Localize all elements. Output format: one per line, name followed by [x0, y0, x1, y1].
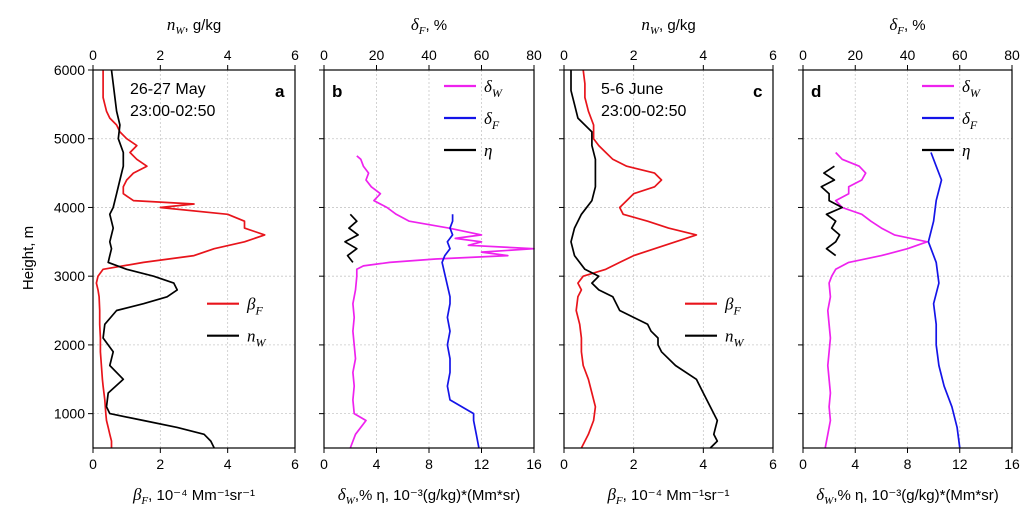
legend-label: δF — [962, 109, 978, 132]
top-tick-label: 2 — [630, 47, 638, 63]
top-tick-label: 80 — [1004, 47, 1020, 63]
top-axis-label: nW, g/kg — [167, 15, 221, 37]
top-tick-label: 4 — [224, 47, 232, 63]
y-tick-label: 5000 — [54, 131, 85, 147]
legend-label: δW — [962, 77, 981, 100]
top-tick-label: 6 — [291, 47, 299, 63]
bottom-axis-label: δW,% η, 10⁻³(g/kg)*(Mm*sr) — [338, 485, 521, 507]
bottom-axis-label: βF, 10⁻⁴ Mm⁻¹sr⁻¹ — [132, 485, 255, 507]
y-tick-label: 1000 — [54, 406, 85, 422]
legend-label: nW — [725, 327, 745, 350]
x-tick-label: 8 — [425, 456, 433, 472]
top-axis-label: nW, g/kg — [641, 15, 695, 37]
y-tick-label: 6000 — [54, 62, 85, 78]
date-annotation: 26-27 May — [130, 81, 206, 98]
panel-label: a — [275, 82, 285, 101]
panel-label: c — [753, 82, 762, 101]
top-tick-label: 4 — [699, 47, 707, 63]
x-tick-label: 12 — [474, 456, 490, 472]
x-tick-label: 0 — [89, 456, 97, 472]
series-line-delta-f — [441, 214, 480, 449]
top-tick-label: 80 — [526, 47, 542, 63]
y-axis-label: Height, m — [20, 226, 37, 290]
x-tick-label: 4 — [224, 456, 232, 472]
y-tick-label: 2000 — [54, 337, 85, 353]
series-line-beta-f — [575, 69, 698, 449]
plot-frame — [92, 69, 296, 449]
date-annotation: 23:00-02:50 — [130, 103, 216, 120]
x-tick-label: 4 — [373, 456, 381, 472]
panel-label: b — [332, 82, 342, 101]
x-tick-label: 2 — [630, 456, 638, 472]
x-tick-label: 6 — [291, 456, 299, 472]
legend: βF nW — [207, 295, 267, 350]
legend: βF nW — [685, 295, 745, 350]
y-tick-label: 4000 — [54, 199, 85, 215]
series-line-eta — [820, 165, 844, 257]
top-tick-label: 20 — [369, 47, 385, 63]
top-tick-label: 6 — [769, 47, 777, 63]
legend-label: βF — [246, 295, 263, 318]
top-tick-label: 0 — [89, 47, 97, 63]
series-line-delta-w — [824, 151, 928, 449]
top-tick-label: 40 — [900, 47, 916, 63]
x-tick-label: 8 — [904, 456, 912, 472]
panel-b: 0 4 8 12 16 0 20 40 60 80 δF, % δW,% η, 10⁻³(g/kg)*… — [319, 15, 542, 507]
x-tick-label: 4 — [851, 456, 859, 472]
top-tick-label: 60 — [952, 47, 968, 63]
panel-a: 0 2 4 6 0 2 4 6 1000 2000 3000 4000 5000 6000 nW, g/kg… — [54, 15, 299, 507]
top-tick-label: 0 — [560, 47, 568, 63]
y-tick-label: 3000 — [54, 268, 85, 284]
bottom-axis-label: δW,% η, 10⁻³(g/kg)*(Mm*sr) — [816, 485, 999, 507]
top-tick-label: 40 — [421, 47, 437, 63]
date-annotation: 5-6 June — [601, 81, 663, 98]
panel-c: 0 2 4 6 0 2 4 6 nW, g/kg βF, 10⁻⁴ Mm⁻¹sr⁻¹ c 5-6 Ju… — [559, 15, 777, 507]
x-tick-label: 16 — [1004, 456, 1020, 472]
series-line-n-w — [570, 70, 719, 449]
legend: δW δF η — [922, 77, 981, 160]
top-tick-label: 2 — [156, 47, 164, 63]
x-tick-label: 12 — [952, 456, 968, 472]
panel-label: d — [811, 82, 821, 101]
x-tick-label: 6 — [769, 456, 777, 472]
series-line-n-w — [102, 69, 215, 449]
series-line-eta — [344, 213, 359, 263]
series-line-beta-f — [95, 70, 266, 448]
x-tick-label: 2 — [156, 456, 164, 472]
legend-label: δF — [484, 109, 500, 132]
x-tick-label: 16 — [526, 456, 542, 472]
x-tick-label: 0 — [320, 456, 328, 472]
x-tick-label: 0 — [560, 456, 568, 472]
legend-label: nW — [247, 327, 267, 350]
series-line-delta-f — [927, 152, 961, 449]
legend-label: δW — [484, 77, 503, 100]
top-tick-label: 0 — [799, 47, 807, 63]
top-axis-label: δF, % — [411, 15, 447, 37]
plot-frame — [563, 69, 774, 449]
legend-label: η — [962, 141, 970, 160]
panel-d: 0 4 8 12 16 0 20 40 60 80 δF, % δW,% η, 10⁻³(g/kg)*… — [798, 15, 1020, 507]
top-tick-label: 0 — [320, 47, 328, 63]
top-tick-label: 60 — [474, 47, 490, 63]
legend: δW δF η — [444, 77, 503, 160]
date-annotation: 23:00-02:50 — [601, 103, 687, 120]
top-axis-label: δF, % — [889, 15, 925, 37]
x-tick-label: 0 — [799, 456, 807, 472]
bottom-axis-label: βF, 10⁻⁴ Mm⁻¹sr⁻¹ — [606, 485, 729, 507]
series-line-delta-w — [349, 155, 535, 449]
x-tick-label: 4 — [699, 456, 707, 472]
legend-label: η — [484, 141, 492, 160]
legend-label: βF — [724, 295, 741, 318]
top-tick-label: 20 — [847, 47, 863, 63]
